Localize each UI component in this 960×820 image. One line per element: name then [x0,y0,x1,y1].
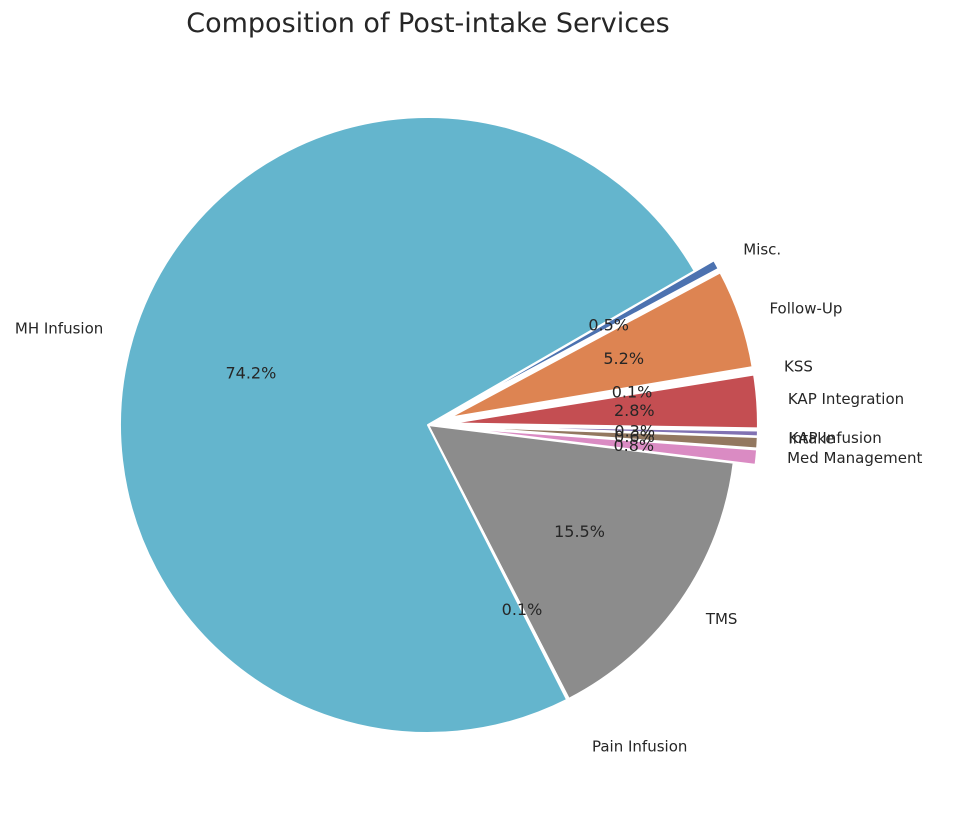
slice-label: Pain Infusion [592,737,687,755]
slice-percent-label: 0.1% [502,600,543,619]
slice-label: KAP Infusion [789,429,882,447]
slice-percent-label: 74.2% [225,363,276,382]
slice-percent-label: 2.8% [614,401,655,420]
pie-slice-tms [427,424,735,700]
chart-title: Composition of Post-intake Services [186,8,670,39]
pie-wedges [119,116,759,734]
pie-slice-kap-integration [448,373,759,430]
pie-labels: Misc. 0.5% Follow-Up 5.2% KSS 0.1% KAP Integra… [15,241,923,756]
slice-percent-label: 0.1% [612,383,653,402]
slice-percent-label: 0.8% [613,436,654,455]
slice-label: KAP Integration [788,390,904,408]
slice-label: KSS [784,358,813,376]
slice-percent-label: 0.5% [588,315,629,334]
pie-slice-mh-infusion [119,116,696,734]
slice-label: Intake [788,429,834,447]
slice-label: Misc. [743,241,781,259]
slice-percent-label: 0.6% [614,427,655,446]
slice-label: MH Infusion [15,319,103,337]
slice-label: Med Management [787,449,922,467]
pie-slice-kss [448,369,755,423]
slice-label: TMS [705,610,738,628]
slice-label: Follow-Up [769,299,842,317]
slice-percent-label: 0.3% [614,421,655,440]
slice-percent-label: 5.2% [603,349,644,368]
slice-percent-label: 15.5% [554,522,605,541]
pie-slice-follow-up [447,271,754,419]
